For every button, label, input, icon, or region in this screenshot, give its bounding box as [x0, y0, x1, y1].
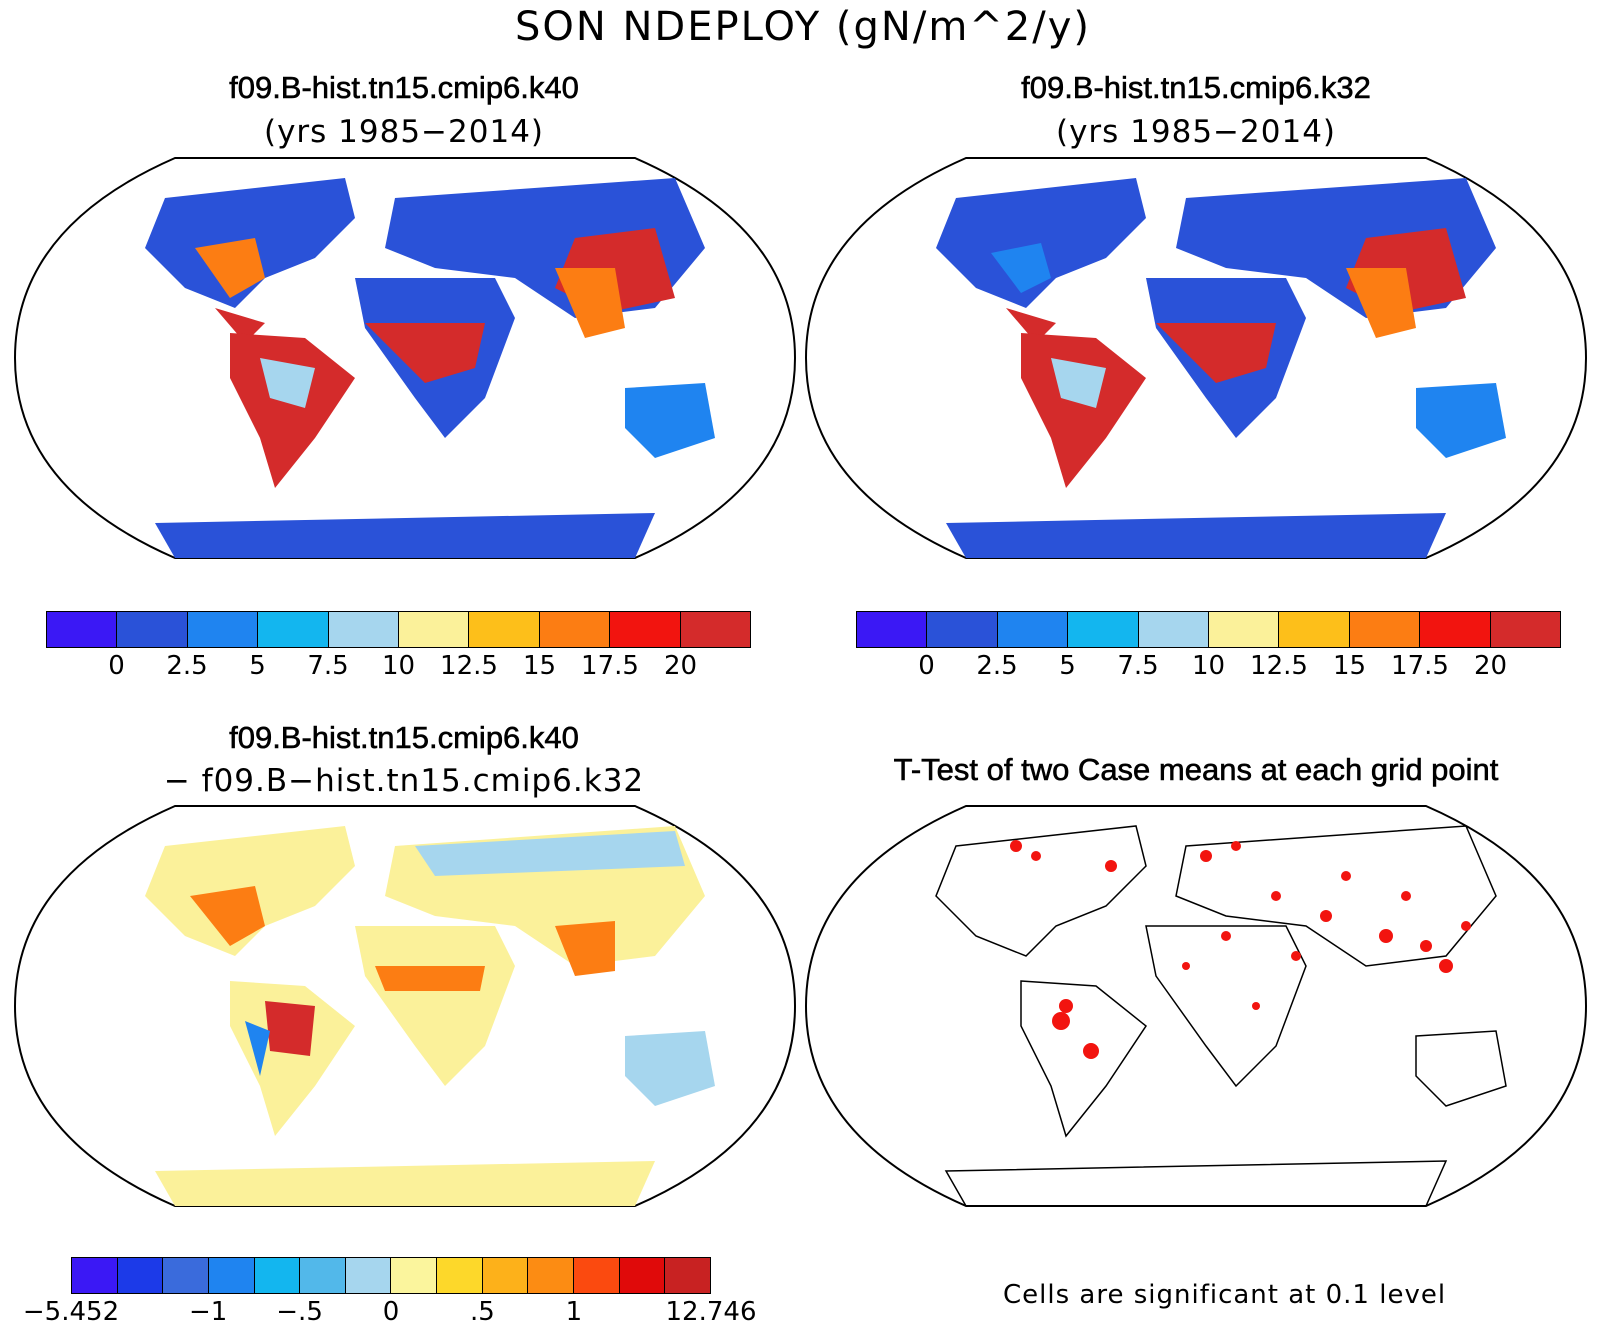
colorbar-swatch — [1420, 612, 1491, 647]
colorbar-swatch — [997, 612, 1069, 647]
colorbar-swatch — [163, 1258, 209, 1293]
land-top-left — [145, 178, 715, 558]
colorbar-tick-label: −1 — [188, 1297, 228, 1327]
colorbar-swatch — [610, 612, 681, 647]
colorbar-tick-label: 15 — [522, 651, 557, 681]
colorbar-tick-label: −5.452 — [22, 1297, 120, 1327]
colorbar-swatch — [1490, 612, 1561, 647]
colorbar-swatch — [258, 612, 329, 647]
colorbar-tick-label: 0 — [918, 651, 935, 681]
colorbar-tick-label: 7.5 — [1117, 651, 1159, 681]
colorbar-swatch — [300, 1258, 346, 1293]
colorbar-swatch — [1138, 612, 1210, 647]
colorbar-swatch — [208, 1258, 255, 1293]
colorbar-bottom-left — [71, 1257, 711, 1294]
colorbar-swatch — [574, 1258, 620, 1293]
panel-title-bottom-right: T-Test of two Case means at each grid po… — [893, 752, 1499, 788]
colorbar-swatch — [665, 1258, 710, 1293]
colorbar-tick-label: 7.5 — [307, 651, 349, 681]
land-bottom-left — [145, 826, 715, 1206]
panel-subtitle-bottom-left: − f09.B−hist.tn15.cmip6.k32 — [163, 763, 645, 799]
colorbar-top-right — [856, 611, 1561, 648]
colorbar-tick-label: −.5 — [276, 1297, 323, 1327]
main-title: SON NDEPLOY (gN/m^2/y) — [514, 4, 1091, 50]
colorbar-swatch — [187, 612, 259, 647]
colorbar-tick-label: 2.5 — [166, 651, 208, 681]
colorbar-swatch — [857, 612, 928, 647]
colorbar-swatch — [1349, 612, 1421, 647]
significant-cells — [1010, 840, 1471, 1059]
colorbar-swatch — [437, 1258, 483, 1293]
colorbar-swatch — [117, 1258, 164, 1293]
colorbar-swatch — [72, 1258, 118, 1293]
colorbar-swatch — [528, 1258, 575, 1293]
colorbar-tick-label: 17.5 — [581, 651, 639, 681]
colorbar-swatch — [927, 612, 998, 647]
colorbar-tick-label: 5 — [1059, 651, 1076, 681]
map-top-left — [13, 157, 797, 559]
colorbar-tick-label: 15 — [1332, 651, 1367, 681]
colorbar-swatch — [47, 612, 118, 647]
colorbar-tick-label: 12.5 — [440, 651, 498, 681]
panel-title-top-right: f09.B-hist.tn15.cmip6.k32 — [1021, 70, 1371, 106]
panel-title-top-left: f09.B-hist.tn15.cmip6.k40 — [229, 70, 579, 106]
colorbar-tick-label: 20 — [1473, 651, 1508, 681]
colorbar-tick-label: 5 — [249, 651, 266, 681]
colorbar-swatch — [469, 612, 540, 647]
map-bottom-left — [13, 805, 797, 1207]
colorbar-swatch — [1068, 612, 1139, 647]
significance-note: Cells are significant at 0.1 level — [1003, 1280, 1447, 1310]
colorbar-tick-label: 10 — [381, 651, 416, 681]
colorbar-tick-label: 17.5 — [1391, 651, 1449, 681]
colorbar-swatch — [345, 1258, 392, 1293]
colorbar-tick-label: 20 — [663, 651, 698, 681]
colorbar-swatch — [1209, 612, 1280, 647]
colorbar-swatch — [680, 612, 751, 647]
colorbar-tick-label: .5 — [470, 1297, 495, 1327]
panel-subtitle-top-right: (yrs 1985−2014) — [1055, 114, 1337, 150]
colorbar-swatch — [1279, 612, 1350, 647]
colorbar-swatch — [254, 1258, 301, 1293]
map-top-right — [804, 157, 1588, 559]
panel-title-bottom-left: f09.B-hist.tn15.cmip6.k40 — [229, 720, 579, 756]
colorbar-tick-label: 2.5 — [976, 651, 1018, 681]
panel-subtitle-top-left: (yrs 1985−2014) — [263, 114, 545, 150]
colorbar-tick-label: 0 — [382, 1297, 400, 1327]
colorbar-tick-label: 12.5 — [1250, 651, 1308, 681]
colorbar-swatch — [391, 1258, 438, 1293]
colorbar-tick-label: 1 — [565, 1297, 583, 1327]
colorbar-top-left — [46, 611, 751, 648]
colorbar-swatch — [399, 612, 470, 647]
land-top-right — [936, 178, 1506, 558]
colorbar-tick-label: 12.746 — [665, 1297, 757, 1327]
colorbar-tick-label: 10 — [1191, 651, 1226, 681]
colorbar-swatch — [117, 612, 188, 647]
colorbar-tick-label: 0 — [108, 651, 125, 681]
map-bottom-right — [804, 805, 1588, 1207]
colorbar-swatch — [482, 1258, 529, 1293]
land-outline-bottom-right — [935, 825, 1507, 1207]
colorbar-swatch — [619, 1258, 666, 1293]
colorbar-swatch — [539, 612, 611, 647]
colorbar-swatch — [328, 612, 400, 647]
